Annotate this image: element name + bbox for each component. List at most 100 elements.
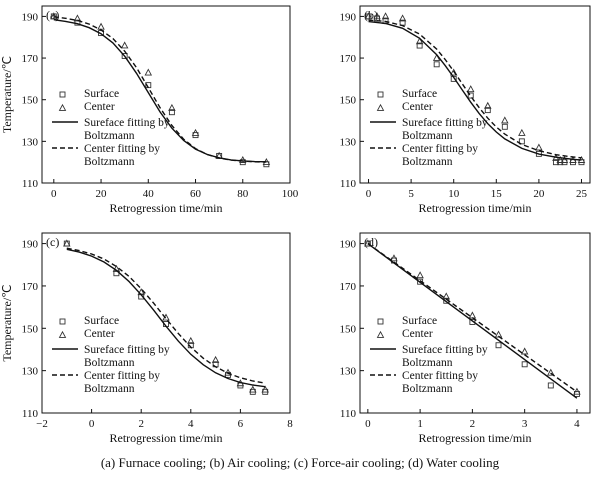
surface-point xyxy=(547,382,554,389)
plot-frame xyxy=(359,232,591,414)
legend-center-label: Center xyxy=(84,328,115,340)
legend-surface-fit-label-line2: Boltzmann xyxy=(84,357,135,369)
center-point xyxy=(224,368,232,376)
center-point xyxy=(547,368,555,376)
x-tick-label: 3 xyxy=(522,418,528,430)
x-tick-label: 5 xyxy=(408,188,414,200)
center-point xyxy=(144,68,153,76)
center-point xyxy=(442,292,451,300)
x-tick-label: 20 xyxy=(533,188,545,200)
legend-center-label: Center xyxy=(84,101,115,113)
x-tick-label: −2 xyxy=(36,418,48,430)
legend-surface-label: Surface xyxy=(402,88,437,100)
legend-surface-fit-label-line2: Boltzmann xyxy=(84,130,135,142)
panel-1: 0 20 40 60 80 100 110 130 150 170 190 Retrogression… xyxy=(0,5,299,215)
x-tick-label: 10 xyxy=(448,188,460,200)
x-tick-label: 8 xyxy=(287,418,293,430)
y-tick-label: 170 xyxy=(22,53,39,65)
legend-center-fit-label: Center fitting by Boltzmann xyxy=(84,143,160,168)
x-tick-label: 25 xyxy=(576,188,588,200)
y-tick-label: 110 xyxy=(340,408,357,420)
y-tick-label: 170 xyxy=(340,281,357,293)
legend-surface-fit-label-line1: Sureface fitting by xyxy=(402,117,488,129)
center-point xyxy=(211,355,220,363)
x-tick-label: 0 xyxy=(365,418,371,430)
center-point xyxy=(484,101,492,109)
x-tick-label: 15 xyxy=(491,188,503,200)
x-tick-label: 4 xyxy=(188,418,194,430)
center-point xyxy=(191,128,200,136)
panel-label: (d) xyxy=(364,235,378,249)
x-tick-label: 80 xyxy=(237,188,249,200)
surface-point xyxy=(433,61,440,68)
legend-surface-label: Surface xyxy=(84,88,119,100)
center-fit-line xyxy=(367,243,578,393)
legend-center-label: Center xyxy=(402,101,433,113)
x-tick-label: 60 xyxy=(190,188,202,200)
center-point xyxy=(187,336,195,344)
legend-center-fit-label: Center fitting by Boltzmann xyxy=(402,143,478,168)
y-tick-label: 150 xyxy=(340,323,357,335)
center-point xyxy=(249,385,257,393)
legend-center-marker xyxy=(376,330,385,338)
center-point xyxy=(261,385,269,393)
y-tick-label: 190 xyxy=(22,239,39,251)
legend-center-fit-label-line1: Center fitting by xyxy=(84,143,160,155)
legend-surface-label: Surface xyxy=(84,315,119,327)
legend-surface-label: Surface xyxy=(402,315,437,327)
center-point xyxy=(560,155,569,163)
surface-fit-line xyxy=(368,20,582,161)
plot-frame xyxy=(359,5,591,184)
legend-center-marker xyxy=(58,103,67,111)
center-point xyxy=(501,116,509,124)
y-tick-label: 190 xyxy=(22,11,39,23)
y-tick-label: 130 xyxy=(22,136,39,148)
plot-frame xyxy=(41,5,291,184)
center-point xyxy=(364,239,372,247)
legend-surface-fit-label-line2: Boltzmann xyxy=(402,357,453,369)
legend-center-fit-label: Center fitting by Boltzmann xyxy=(402,370,478,395)
surface-point xyxy=(168,109,175,116)
center-point xyxy=(468,311,477,319)
panel-3: −2 0 2 4 6 8 110 130 150 170 190 Retrogression time… xyxy=(0,232,293,445)
panel-label: (c) xyxy=(46,235,59,249)
y-tick-label: 190 xyxy=(340,11,357,23)
center-point xyxy=(518,128,526,136)
y-tick-label: 110 xyxy=(340,178,357,190)
y-axis-label: Temperature/℃ xyxy=(0,284,14,361)
x-tick-label: 0 xyxy=(89,418,95,430)
panel-4: 0 1 2 3 4 110 130 150 170 190 Retrogression time/m… xyxy=(340,232,591,445)
legend-surface-fit-label: Sureface fitting by Boltzmann xyxy=(84,117,170,142)
center-point xyxy=(520,347,529,355)
legend-center-fit-label-line1: Center fitting by xyxy=(402,143,478,155)
center-point xyxy=(50,12,58,20)
center-point xyxy=(120,41,129,49)
figure-caption: (a) Furnace cooling; (b) Air cooling; (c… xyxy=(100,455,500,470)
x-tick-label: 6 xyxy=(238,418,244,430)
legend-center-marker xyxy=(58,330,67,338)
surface-point xyxy=(521,361,528,368)
legend-surface-marker xyxy=(59,91,66,98)
legend-center-fit-label-line2: Boltzmann xyxy=(84,383,135,395)
x-tick-label: 0 xyxy=(51,188,57,200)
x-tick-label: 1 xyxy=(417,418,423,430)
legend-surface-fit-label-line1: Sureface fitting by xyxy=(84,344,170,356)
center-point xyxy=(398,14,407,22)
center-point xyxy=(535,143,543,151)
panel-2: 0 5 10 15 20 25 110 130 150 170 190 Retrogression t… xyxy=(340,5,591,215)
legend-center-fit-label-line2: Boltzmann xyxy=(402,156,453,168)
legend-center-fit-label-line1: Center fitting by xyxy=(402,370,478,382)
legend-surface-marker xyxy=(59,318,66,325)
legend-surface-marker xyxy=(377,318,384,325)
center-fit-line xyxy=(53,16,267,163)
legend-center-fit-label-line2: Boltzmann xyxy=(84,156,135,168)
y-tick-label: 110 xyxy=(22,178,39,190)
center-point xyxy=(573,387,581,395)
y-tick-label: 130 xyxy=(340,366,357,378)
center-point xyxy=(239,155,247,163)
y-tick-label: 170 xyxy=(22,281,39,293)
x-tick-label: 40 xyxy=(143,188,155,200)
center-point xyxy=(168,103,176,111)
